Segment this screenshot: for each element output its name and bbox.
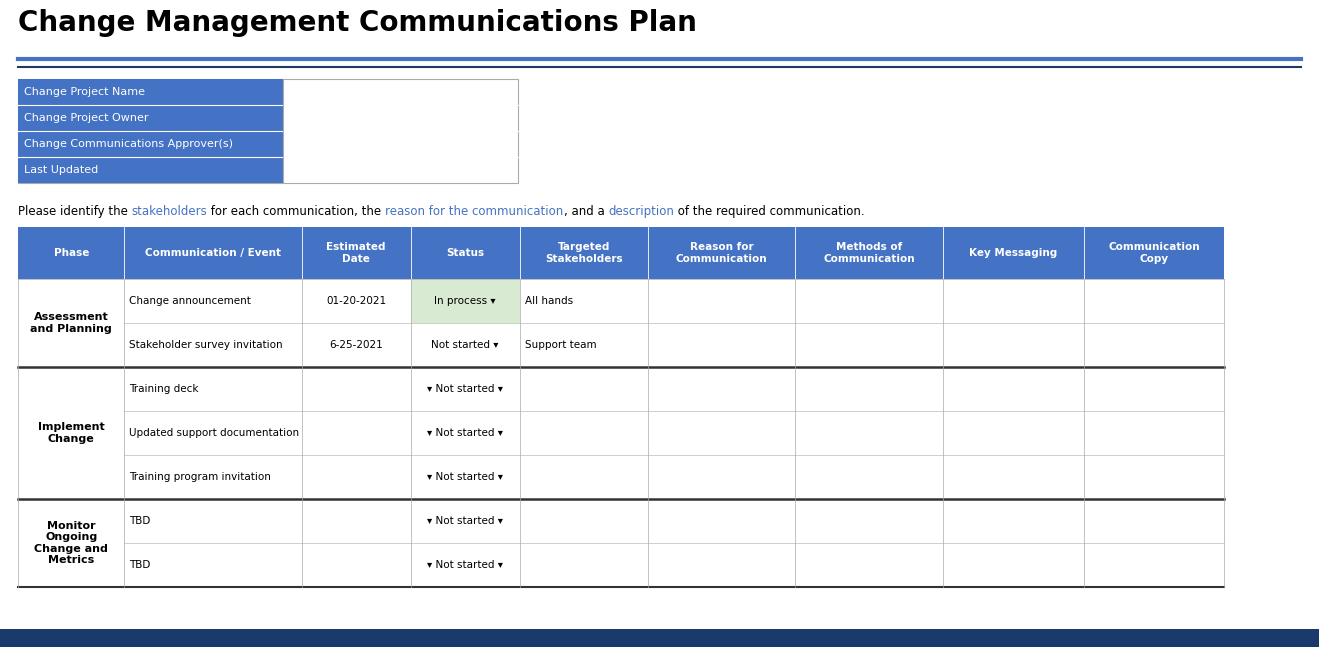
Text: ▾ Not started ▾: ▾ Not started ▾ [427, 516, 503, 526]
Bar [18, 227, 1224, 279]
Bar [18, 157, 284, 183]
Text: Training program invitation: Training program invitation [129, 472, 272, 482]
Text: Estimated
Date: Estimated Date [326, 242, 386, 264]
Bar [0, 629, 1319, 647]
Text: Change Project Name: Change Project Name [24, 87, 145, 97]
Bar [18, 105, 284, 131]
Text: Change Communications Approver(s): Change Communications Approver(s) [24, 139, 233, 149]
Text: Communication
Copy: Communication Copy [1108, 242, 1200, 264]
Text: 01-20-2021: 01-20-2021 [326, 296, 386, 306]
Text: Training deck: Training deck [129, 384, 199, 394]
Bar [18, 79, 284, 105]
Text: In process ▾: In process ▾ [434, 296, 496, 306]
Text: Last Updated: Last Updated [24, 165, 98, 175]
Text: of the required communication.: of the required communication. [674, 205, 864, 218]
Text: All hands: All hands [525, 296, 572, 306]
Text: Communication / Event: Communication / Event [145, 248, 281, 258]
Bar [18, 279, 1224, 323]
Text: Key Messaging: Key Messaging [969, 248, 1058, 258]
Text: Not started ▾: Not started ▾ [431, 340, 499, 350]
Text: for each communication, the: for each communication, the [207, 205, 385, 218]
Bar [410, 279, 520, 323]
Text: TBD: TBD [129, 560, 150, 570]
Text: Reason for
Communication: Reason for Communication [675, 242, 768, 264]
Text: Support team: Support team [525, 340, 596, 350]
Bar [18, 79, 518, 183]
Text: Change Management Communications Plan: Change Management Communications Plan [18, 9, 696, 37]
Text: reason for the communication: reason for the communication [385, 205, 563, 218]
Bar [18, 411, 1224, 455]
Text: ▾ Not started ▾: ▾ Not started ▾ [427, 428, 503, 438]
Bar [18, 455, 1224, 499]
Text: stakeholders: stakeholders [132, 205, 207, 218]
Text: 6-25-2021: 6-25-2021 [330, 340, 383, 350]
Bar [18, 499, 1224, 543]
Text: Phase: Phase [54, 248, 88, 258]
Text: Updated support documentation: Updated support documentation [129, 428, 299, 438]
Bar [18, 131, 284, 157]
Text: ▾ Not started ▾: ▾ Not started ▾ [427, 472, 503, 482]
Text: Targeted
Stakeholders: Targeted Stakeholders [545, 242, 623, 264]
Bar [18, 323, 1224, 367]
Text: , and a: , and a [563, 205, 608, 218]
Text: Monitor
Ongoing
Change and
Metrics: Monitor Ongoing Change and Metrics [34, 521, 108, 565]
Text: Change announcement: Change announcement [129, 296, 252, 306]
Text: description: description [608, 205, 674, 218]
Text: Implement
Change: Implement Change [38, 422, 104, 444]
Text: Assessment
and Planning: Assessment and Planning [30, 313, 112, 334]
Text: Methods of
Communication: Methods of Communication [823, 242, 915, 264]
Text: TBD: TBD [129, 516, 150, 526]
Bar [18, 543, 1224, 587]
Text: Status: Status [446, 248, 484, 258]
Text: Please identify the: Please identify the [18, 205, 132, 218]
Text: Change Project Owner: Change Project Owner [24, 113, 149, 123]
Text: ▾ Not started ▾: ▾ Not started ▾ [427, 384, 503, 394]
Text: ▾ Not started ▾: ▾ Not started ▾ [427, 560, 503, 570]
Text: Stakeholder survey invitation: Stakeholder survey invitation [129, 340, 284, 350]
Bar [18, 367, 1224, 411]
